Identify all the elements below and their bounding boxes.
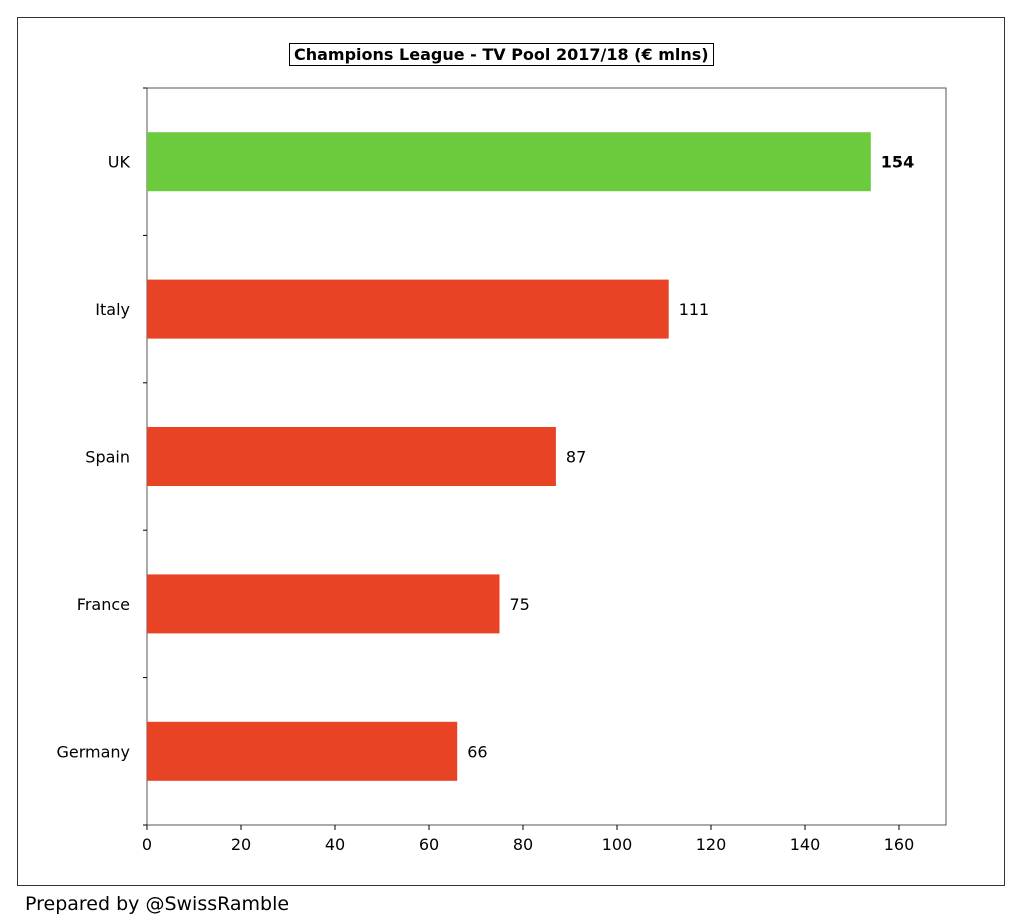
data-label: 75 xyxy=(510,595,530,614)
category-label: UK xyxy=(108,153,131,172)
category-label: Italy xyxy=(95,300,130,319)
x-tick-label: 20 xyxy=(231,835,251,854)
x-tick-label: 100 xyxy=(602,835,633,854)
category-label: Germany xyxy=(56,742,130,761)
chart-frame xyxy=(17,17,1005,886)
x-tick-label: 80 xyxy=(513,835,533,854)
x-tick-label: 60 xyxy=(419,835,439,854)
chart-title: Champions League - TV Pool 2017/18 (€ ml… xyxy=(289,43,714,66)
bar xyxy=(147,132,871,192)
bar xyxy=(147,574,500,634)
x-tick-label: 120 xyxy=(696,835,727,854)
data-label: 66 xyxy=(467,742,487,761)
axis-ticks: 0 20 40 60 80 100 120 140 160 xyxy=(142,87,915,854)
x-tick-label: 40 xyxy=(325,835,345,854)
bar xyxy=(147,279,669,339)
bar xyxy=(147,427,556,486)
data-label: 154 xyxy=(881,153,914,172)
footer-credit: Prepared by @SwissRamble xyxy=(25,893,290,915)
data-label: 111 xyxy=(679,300,710,319)
category-label: Spain xyxy=(85,448,130,467)
category-label: France xyxy=(77,595,130,614)
x-tick-label: 160 xyxy=(884,835,915,854)
bars: UK 154 Italy 111 Spain 87 France 75 Germany 66 xyxy=(56,132,914,781)
bar xyxy=(147,721,458,781)
x-tick-label: 140 xyxy=(790,835,821,854)
data-label: 87 xyxy=(566,448,586,467)
x-tick-label: 0 xyxy=(142,835,152,854)
